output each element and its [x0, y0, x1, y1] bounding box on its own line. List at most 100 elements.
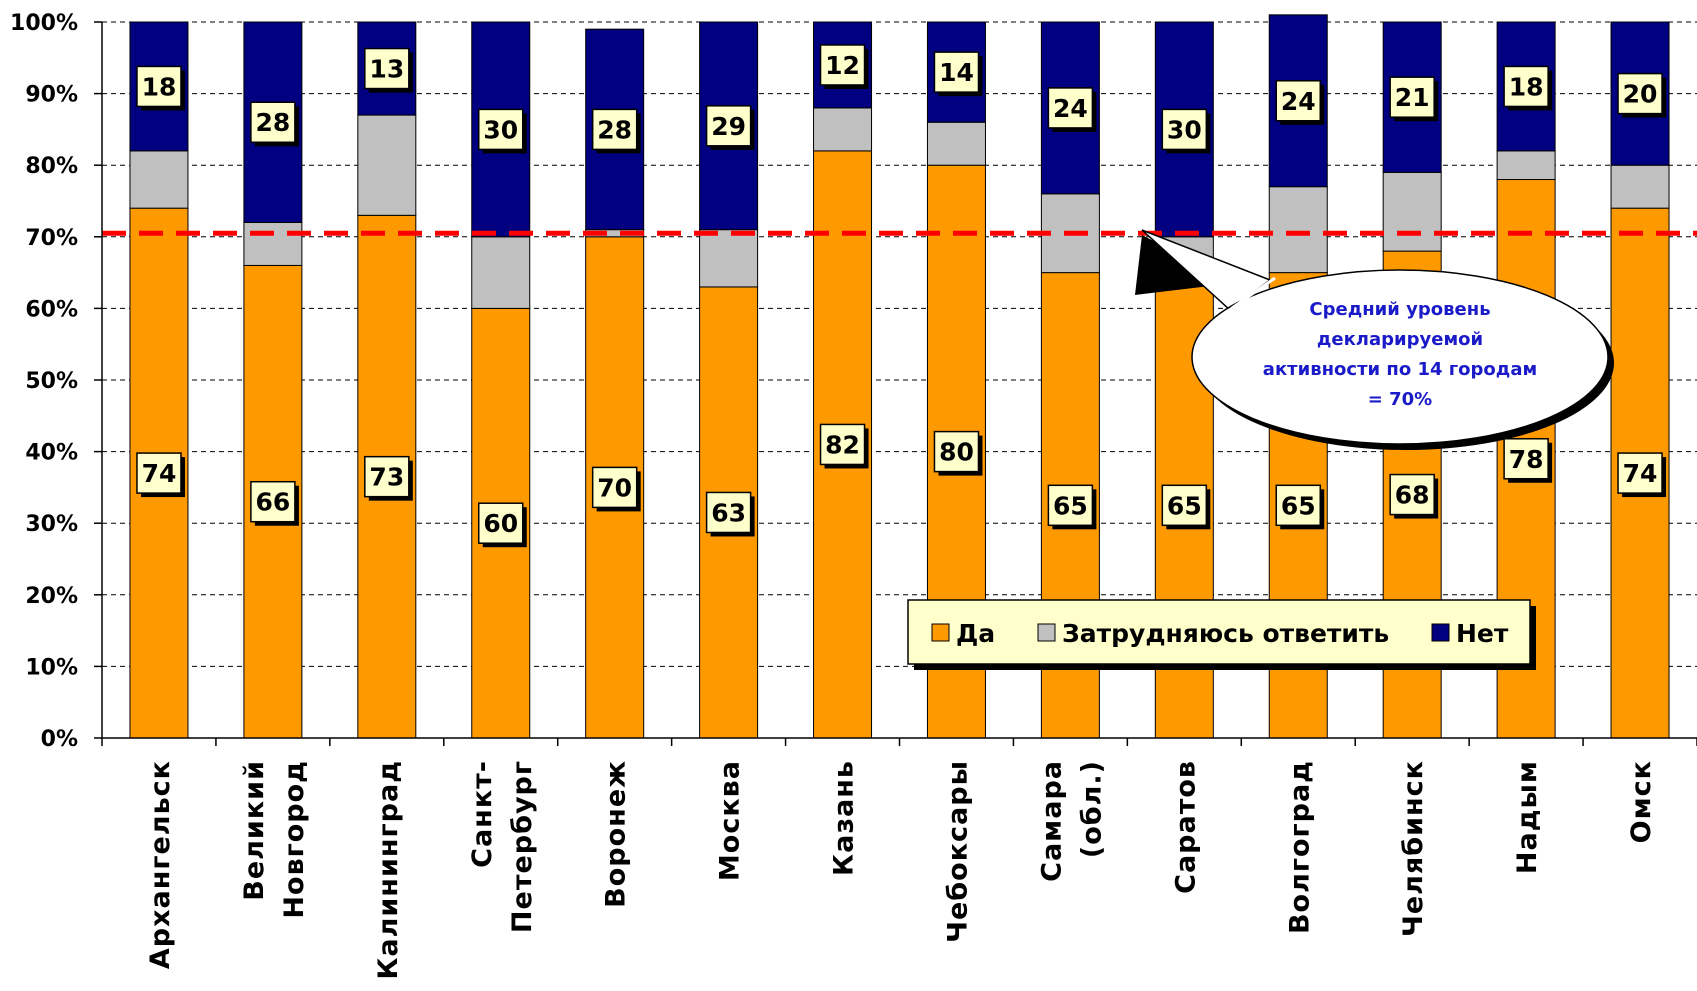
data-label-box [933, 430, 980, 473]
data-label-text: 78 [1509, 445, 1544, 474]
data-label-box [1047, 87, 1094, 129]
x-tick-label-group: Саратов [1170, 760, 1201, 894]
data-label-box [705, 491, 752, 534]
bar-затрудняюсь-ответить [243, 221, 303, 266]
data-label-text: 63 [711, 498, 746, 527]
data-label-box [1503, 65, 1549, 108]
bar-затрудняюсь-ответить [1382, 171, 1442, 252]
data-label-text: 65 [1053, 491, 1088, 520]
data-label: 74 [1617, 452, 1667, 498]
x-tick-label: Челябинск [1398, 760, 1429, 937]
data-label-text: 28 [255, 108, 290, 137]
data-label: 74 [136, 452, 185, 498]
data-label-box [933, 51, 980, 93]
data-label: 65 [1161, 484, 1211, 530]
data-label-box [478, 108, 524, 151]
y-tick-label: 40% [25, 441, 78, 466]
data-label: 24 [1275, 80, 1325, 125]
data-label-text: 18 [1509, 72, 1544, 101]
data-label-text: 74 [1623, 459, 1658, 488]
data-label: 66 [250, 480, 299, 526]
data-label-box [1503, 438, 1549, 480]
x-tick-label: Самара [1036, 760, 1067, 882]
data-label: 65 [1275, 484, 1325, 530]
data-label-box [1275, 80, 1321, 122]
x-tick-label-group: Казань [829, 760, 860, 876]
x-tick-label: Воронеж [601, 760, 632, 908]
data-label: 28 [250, 101, 299, 147]
data-label-box [591, 108, 638, 151]
data-label: 78 [1503, 438, 1553, 483]
bar-затрудняюсь-ответить [1610, 164, 1670, 209]
x-tick-label-group: Надым [1512, 760, 1543, 874]
data-label-box [591, 466, 638, 509]
callout-seam [1231, 276, 1276, 310]
data-label-box [819, 44, 866, 86]
legend-swatch-нет [1431, 623, 1450, 642]
data-label: 13 [364, 47, 413, 93]
callout-text-line: активности по 14 городам [1263, 359, 1537, 380]
data-label: 70 [591, 466, 641, 512]
data-label-text: 65 [1281, 491, 1316, 520]
callout-text-line: = 70% [1368, 389, 1432, 410]
x-tick-label: Москва [715, 760, 746, 881]
callout-text-line: декларируемой [1317, 329, 1483, 350]
data-label-text: 65 [1167, 491, 1202, 520]
y-tick-label: 90% [25, 83, 78, 108]
y-tick-label: 30% [25, 512, 78, 537]
y-tick-label: 50% [25, 369, 78, 394]
x-tick-label: Архангельск [145, 760, 176, 969]
data-label: 29 [705, 105, 755, 150]
data-label-box [1389, 76, 1435, 118]
data-label-text: 28 [597, 115, 632, 144]
bar-затрудняюсь-ответить [129, 150, 189, 209]
data-labels: 74 18 66 28 73 13 60 30 70 28 63 29 82 12 80 14 65 24 65 30… [136, 44, 1667, 548]
data-label: 14 [933, 51, 983, 97]
x-tick-label-group: Калининград [373, 760, 404, 980]
axes: 0% 10% 20% 30% 40% 50% 60% 70% 80% 90% 100% Арханге… [10, 11, 1697, 980]
data-label-box [1617, 72, 1663, 115]
x-tick-label: (обл.) [1076, 760, 1107, 858]
data-label: 28 [591, 108, 641, 154]
x-tick-label-group: Чебоксары [942, 760, 973, 943]
data-label-text: 18 [142, 72, 177, 101]
data-label-box [1389, 473, 1435, 516]
y-tick-label: 100% [10, 11, 78, 36]
x-tick-label: Петербург [507, 760, 538, 933]
data-label-box [250, 480, 296, 523]
x-tick-label-group: Воронеж [601, 760, 632, 908]
y-tick-label: 60% [25, 297, 78, 322]
data-label-box [1617, 452, 1663, 494]
data-label-text: 20 [1623, 80, 1658, 109]
x-tick-label-group: Великий Новгород [239, 760, 310, 919]
x-tick-label-group: Санкт- Петербург [467, 760, 538, 933]
legend-box [907, 599, 1531, 665]
y-tick-label: 80% [25, 154, 78, 179]
data-label-box [1275, 484, 1321, 527]
data-label-text: 66 [255, 488, 290, 517]
data-label-box [705, 105, 752, 147]
callout-bubble [1191, 269, 1609, 445]
bar-затрудняюсь-ответить [813, 107, 873, 152]
x-tick-label: Калининград [373, 760, 404, 980]
data-label-text: 14 [939, 58, 974, 87]
data-label: 60 [478, 502, 527, 548]
x-tick-label: Саратов [1170, 760, 1201, 894]
x-tick-label: Великий [239, 760, 270, 901]
data-label: 80 [933, 430, 983, 476]
data-label: 30 [1161, 108, 1211, 154]
data-label-text: 21 [1395, 83, 1430, 112]
data-label: 12 [819, 44, 869, 89]
x-tick-label-group: Челябинск [1398, 760, 1429, 937]
legend-swatch-да [931, 623, 950, 642]
x-tick-label-group: Самара (обл.) [1036, 760, 1107, 882]
data-label-text: 68 [1395, 481, 1430, 510]
average-callout: Средний уровень декларируемой активности п… [1135, 229, 1614, 450]
data-label: 63 [705, 491, 755, 537]
y-tick-label: 20% [25, 584, 78, 609]
data-label: 73 [364, 455, 413, 501]
data-label-box [364, 455, 410, 498]
data-label-box [250, 101, 296, 143]
x-tick-label-group: Москва [715, 760, 746, 881]
